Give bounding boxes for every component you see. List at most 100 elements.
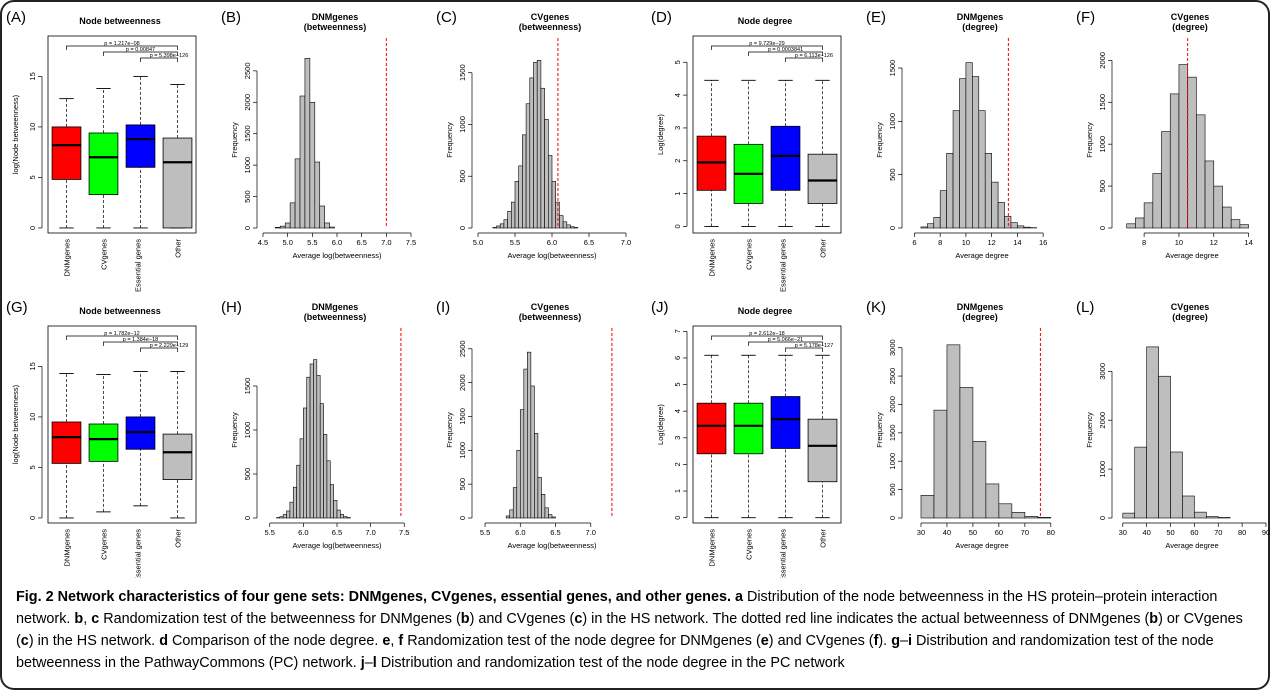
x-axis-label: Average degree bbox=[1165, 541, 1218, 550]
x-category-label: DNMgenes bbox=[708, 529, 717, 567]
y-tick-label: 10 bbox=[28, 413, 37, 421]
x-category-label: DNMgenes bbox=[708, 239, 717, 277]
histogram-bar bbox=[509, 509, 514, 519]
histogram-bar bbox=[284, 222, 291, 229]
caption-segment: ) and CVgenes ( bbox=[768, 633, 874, 649]
caption-panel-ref: b bbox=[74, 611, 84, 627]
x-tick-label: 6.0 bbox=[332, 238, 342, 247]
p-value-label: p = 5.066e−21 bbox=[768, 337, 803, 343]
histogram-bar bbox=[282, 514, 287, 519]
y-tick-label: 1500 bbox=[1098, 94, 1107, 111]
significance-bracket bbox=[66, 45, 178, 50]
histogram-bar bbox=[1146, 346, 1159, 519]
caption-panel-ref: e bbox=[382, 633, 391, 649]
caption-panel-ref: i bbox=[908, 633, 912, 649]
x-tick-label: 7.0 bbox=[586, 528, 596, 537]
y-tick-label: 5 bbox=[28, 175, 37, 179]
box-3 bbox=[162, 433, 193, 480]
histogram-bar bbox=[548, 514, 553, 519]
x-tick-label: 8 bbox=[1142, 238, 1146, 247]
x-tick-label: 8 bbox=[938, 238, 942, 247]
y-tick-label: 2 bbox=[673, 159, 682, 163]
caption-label: Fig. 2 Network characteristics of four g… bbox=[16, 589, 731, 605]
y-axis-label: Frequency bbox=[230, 412, 239, 448]
box-2 bbox=[770, 125, 801, 191]
y-tick-label: 500 bbox=[458, 170, 467, 183]
x-tick-label: 80 bbox=[1047, 528, 1055, 537]
x-category-label: DNMgenes bbox=[63, 239, 72, 277]
histogram-bar bbox=[1196, 114, 1206, 229]
x-tick-label: 6.0 bbox=[547, 238, 557, 247]
caption-segment: ) in the HS network. The dotted red line… bbox=[582, 611, 1150, 627]
histogram-bar bbox=[519, 409, 525, 519]
histogram-bar bbox=[1161, 131, 1171, 229]
y-tick-label: 3 bbox=[673, 126, 682, 130]
histogram-bar bbox=[343, 516, 348, 519]
y-tick-label: 5 bbox=[673, 60, 682, 64]
histogram-bar bbox=[507, 211, 512, 229]
x-axis-label: Average degree bbox=[1165, 251, 1218, 260]
chart-title: Node degree bbox=[738, 16, 793, 26]
caption-segment: , bbox=[83, 611, 92, 627]
histogram-bar bbox=[279, 225, 286, 229]
caption-panel-ref: l bbox=[372, 655, 377, 671]
histogram-bar bbox=[927, 223, 935, 229]
x-category-label: CVgenes bbox=[100, 239, 109, 270]
histogram-bar bbox=[547, 155, 553, 229]
histogram-bar bbox=[523, 368, 528, 519]
caption-segment: Comparison of the node degree. bbox=[167, 633, 383, 649]
y-tick-label: 1000 bbox=[1098, 461, 1107, 478]
y-tick-label: 0 bbox=[888, 516, 897, 520]
y-tick-label: 3 bbox=[673, 436, 682, 440]
x-category-label: Essential genes bbox=[779, 239, 788, 292]
histogram-bar bbox=[492, 227, 497, 229]
x-tick-label: 80 bbox=[1238, 528, 1246, 537]
x-axis-label: Average log(betweenness) bbox=[507, 541, 597, 550]
histogram-bar bbox=[319, 205, 325, 229]
x-tick-label: 12 bbox=[1210, 238, 1218, 247]
y-tick-label: 1 bbox=[673, 192, 682, 196]
caption-text: a Distribution of the node betweenness i… bbox=[16, 589, 1243, 671]
histogram-bar bbox=[985, 483, 1000, 519]
x-category-label: Other bbox=[819, 529, 828, 548]
histogram-bar bbox=[965, 62, 973, 229]
histogram-bar bbox=[566, 224, 571, 229]
x-tick-label: 5.0 bbox=[282, 238, 292, 247]
panel-label: (E) bbox=[866, 9, 886, 26]
histogram-bar bbox=[1178, 64, 1188, 229]
caption-segment: ) and CVgenes ( bbox=[469, 611, 575, 627]
histogram-bar bbox=[289, 501, 294, 519]
x-category-label: Essential genes bbox=[134, 239, 143, 292]
chart-title: (degree) bbox=[962, 22, 998, 32]
p-value-label: p = 2.612e−18 bbox=[749, 331, 784, 337]
histogram-bar bbox=[329, 484, 334, 519]
histogram-bar bbox=[286, 510, 291, 519]
y-axis-label: Frequency bbox=[875, 412, 884, 448]
x-tick-label: 6.0 bbox=[515, 528, 525, 537]
panel-label: (G) bbox=[6, 299, 28, 316]
histogram-bar bbox=[336, 509, 341, 519]
y-tick-label: 5 bbox=[673, 382, 682, 386]
histogram-bar bbox=[299, 95, 306, 229]
chart-title: Node betweenness bbox=[79, 16, 161, 26]
significance-bracket bbox=[140, 57, 178, 62]
y-tick-label: 3000 bbox=[888, 339, 897, 356]
y-tick-label: 2000 bbox=[243, 94, 252, 111]
histogram-bar bbox=[933, 409, 948, 519]
histogram-bar bbox=[304, 57, 311, 229]
x-tick-label: 14 bbox=[1244, 238, 1252, 247]
significance-bracket bbox=[711, 335, 823, 340]
y-tick-label: 0 bbox=[28, 226, 37, 230]
chart-title: (betweenness) bbox=[304, 22, 367, 32]
x-tick-label: 6.5 bbox=[550, 528, 560, 537]
significance-bracket bbox=[66, 335, 178, 340]
y-tick-label: 0 bbox=[458, 226, 467, 230]
histogram-bar bbox=[1206, 516, 1219, 519]
y-tick-label: 7 bbox=[673, 329, 682, 333]
histogram-bar bbox=[573, 227, 579, 229]
histogram-bar bbox=[978, 110, 986, 229]
y-axis-label: Frequency bbox=[875, 122, 884, 158]
histogram-bar bbox=[340, 514, 345, 519]
chart-title: DNMgenes bbox=[957, 302, 1004, 312]
histogram-bar bbox=[991, 181, 999, 229]
